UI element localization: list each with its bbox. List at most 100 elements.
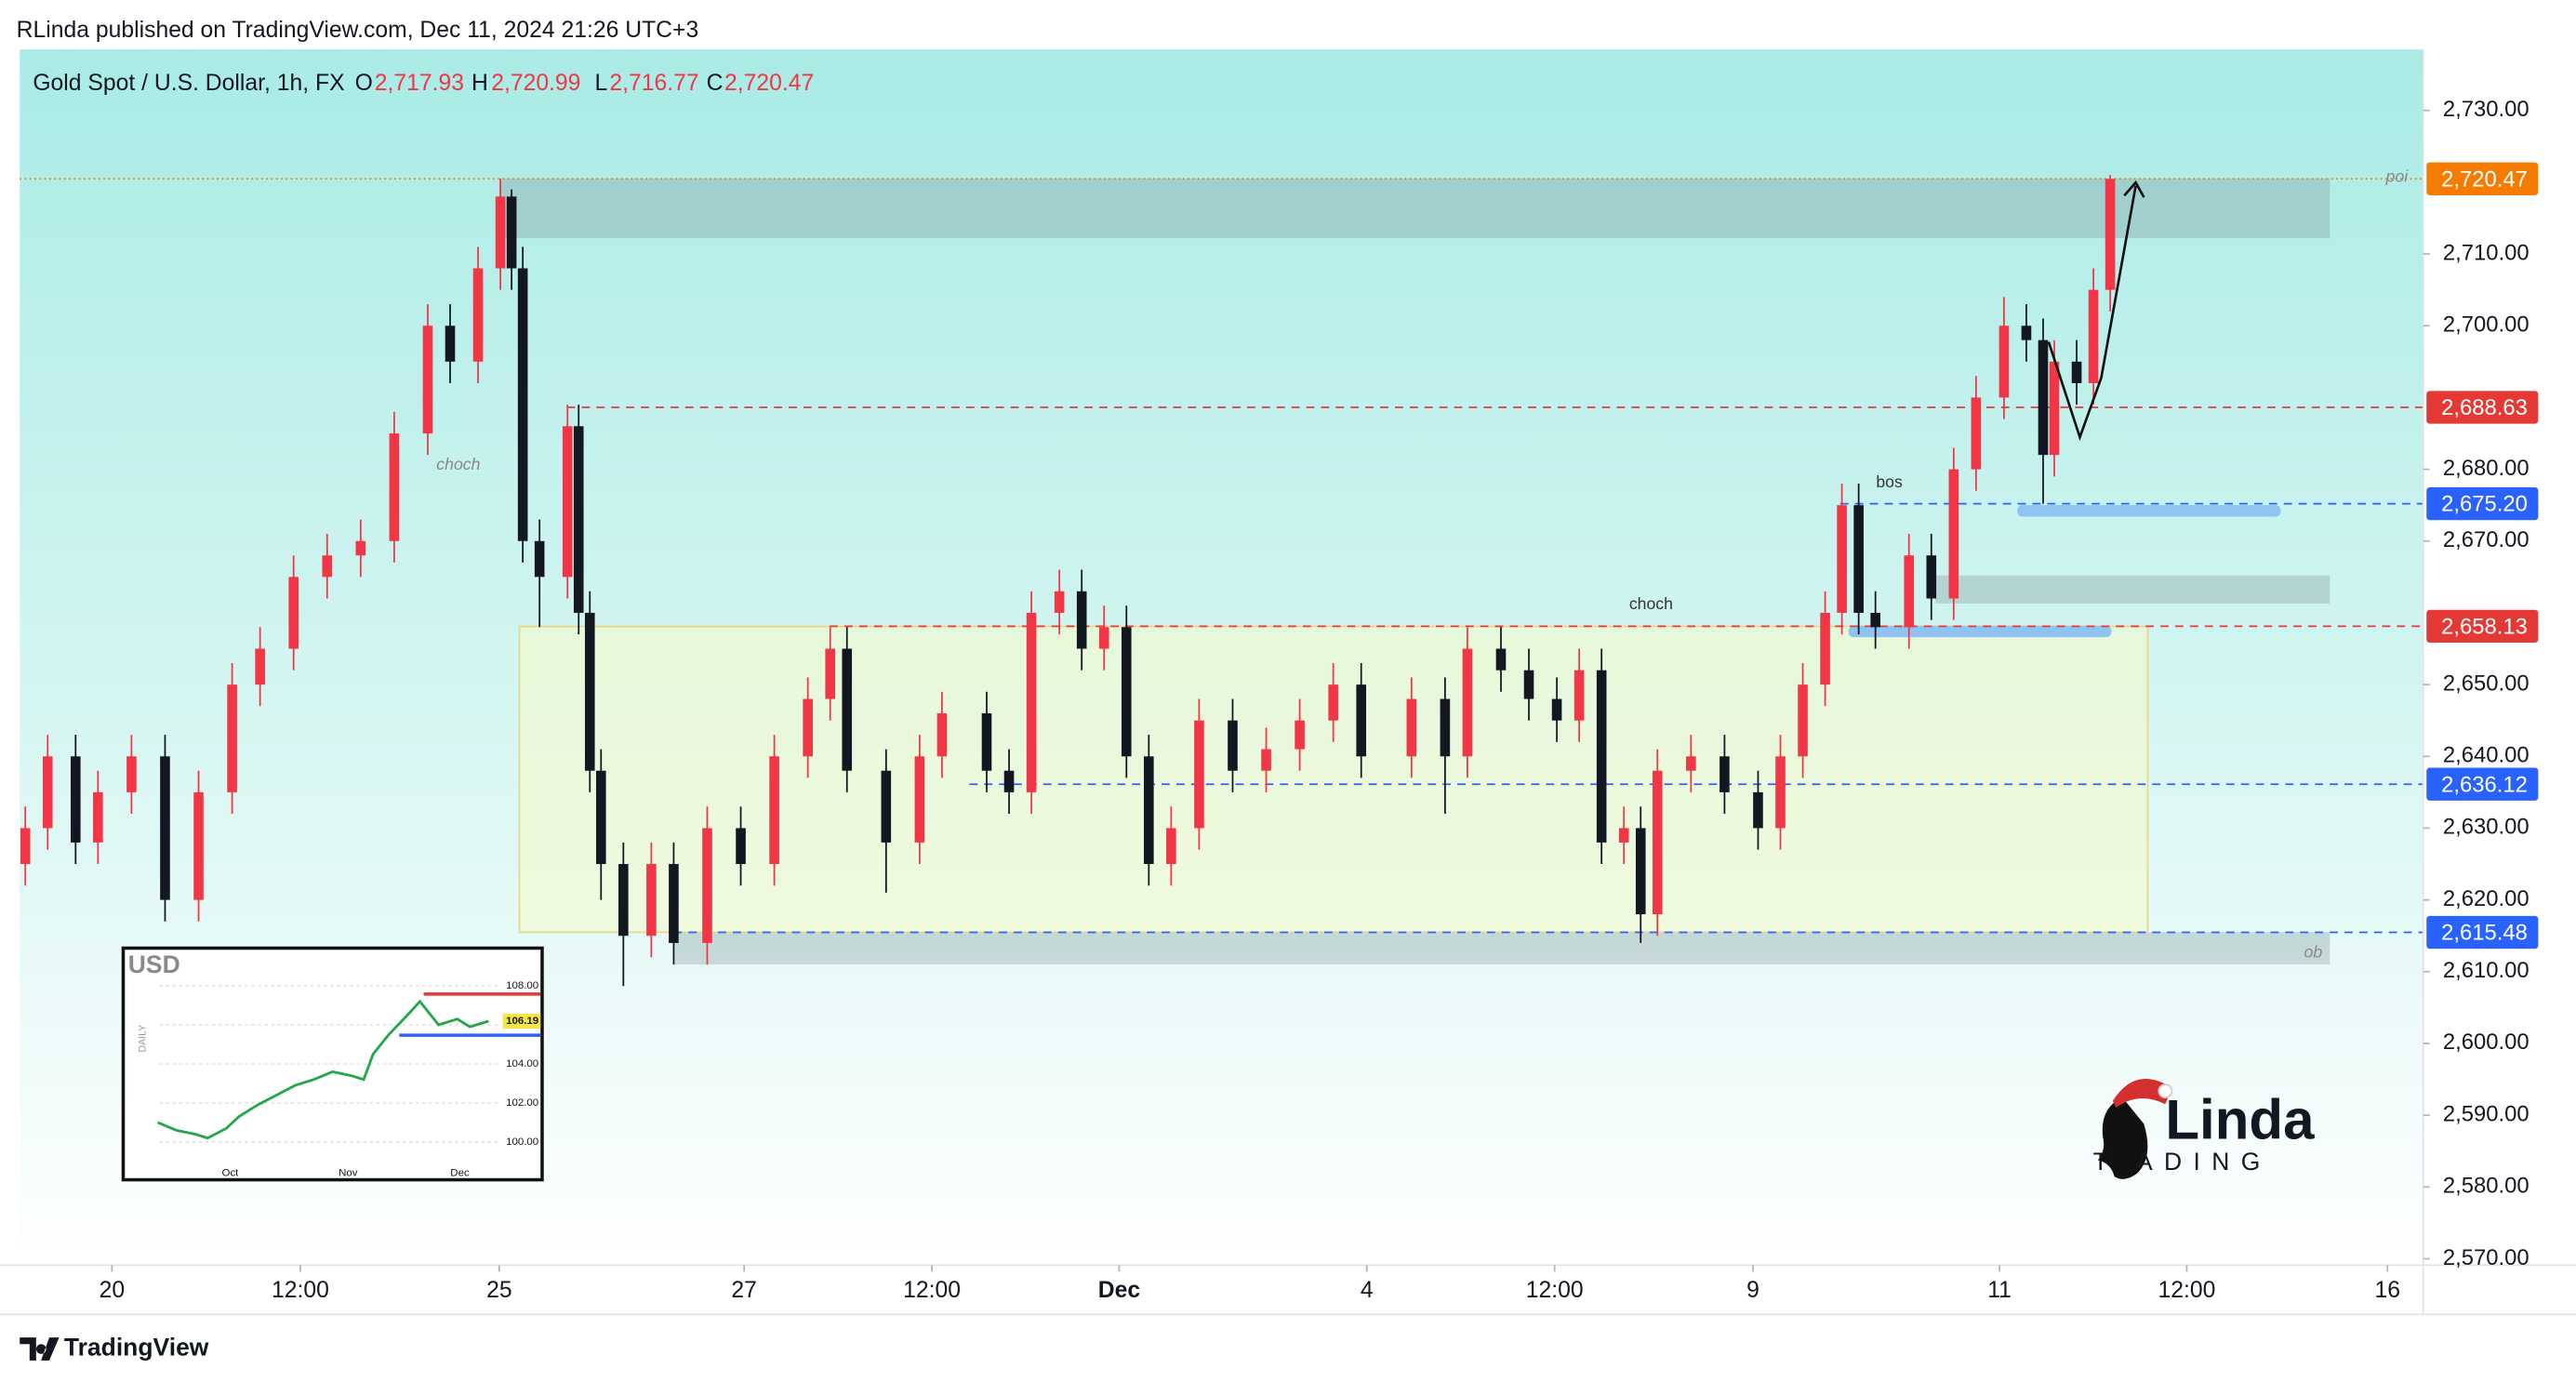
candle-body: [1228, 720, 1238, 771]
candle-body: [1820, 612, 1830, 685]
inset-last-label: 106.19: [506, 1016, 538, 1027]
candle-body: [1551, 698, 1562, 721]
logo-name: Linda: [2165, 1088, 2315, 1150]
candle-body: [1904, 555, 1915, 628]
candle-body: [1462, 648, 1473, 757]
price-label: 2,636.12: [2441, 772, 2528, 797]
ohlc-key: C: [707, 71, 724, 96]
x-tick-label: 9: [1746, 1278, 1759, 1303]
candle-body: [825, 648, 836, 699]
inset-last-box: [502, 1014, 541, 1029]
candle-body: [736, 828, 746, 865]
ohlc-key: L: [595, 71, 608, 96]
annotation: poi: [2385, 167, 2410, 186]
candle-body: [1753, 791, 1763, 829]
candle-body: [981, 712, 992, 771]
x-tick-label: 27: [731, 1278, 757, 1303]
x-tick-label: 25: [486, 1278, 511, 1303]
annotation: bos: [1876, 472, 1903, 491]
candle-body: [646, 864, 657, 937]
candle-body: [495, 196, 506, 269]
y-tick-label: 2,610.00: [2443, 958, 2530, 983]
logo-hat: [2112, 1079, 2172, 1108]
candle-body: [1926, 555, 1937, 599]
candle-body: [1406, 698, 1417, 757]
candle-body: [2071, 361, 2082, 383]
x-tick-label: 4: [1361, 1278, 1374, 1303]
candle-body: [595, 770, 606, 865]
zone: [673, 932, 2330, 965]
y-tick-label: 2,620.00: [2443, 886, 2530, 911]
candle-body: [1853, 505, 1864, 613]
candle-body: [506, 196, 517, 269]
candle-body: [389, 433, 400, 541]
y-tick-label: 2,590.00: [2443, 1101, 2530, 1126]
candle-body: [1295, 720, 1305, 750]
candle-body: [1948, 469, 1959, 599]
candle-body: [1003, 770, 1015, 792]
candle-body: [618, 864, 629, 937]
inset-y-tick-label: 108.00: [506, 980, 538, 991]
candle-body: [160, 756, 170, 900]
candle-body: [1998, 326, 2010, 398]
price-label-box: [2426, 767, 2539, 801]
plot-area: [20, 175, 2423, 987]
candle-body: [1971, 397, 1982, 470]
inset-y-tick-label: 104.00: [506, 1058, 538, 1070]
x-tick-label: 12:00: [1526, 1278, 1584, 1303]
footer-brand: TradingView: [64, 1334, 209, 1362]
candle-body: [562, 426, 573, 578]
ohlc-value: 2,720.47: [724, 71, 814, 96]
logo-tagline: T ADING: [2093, 1148, 2272, 1176]
candle-body: [2021, 326, 2032, 340]
inset-y-tick-label: 102.00: [506, 1097, 538, 1109]
tradingview-icon: [20, 1337, 60, 1361]
y-tick-label: 2,650.00: [2443, 671, 2530, 696]
candle-body: [1026, 612, 1037, 792]
inset-x-tick-label: Oct: [222, 1168, 240, 1179]
y-tick-label: 2,600.00: [2443, 1030, 2530, 1055]
candle-body: [355, 540, 366, 556]
inset-y-tick-label: 100.00: [506, 1136, 538, 1148]
candle-body: [445, 326, 456, 362]
candle-body: [20, 828, 31, 865]
candle-body: [227, 684, 237, 792]
y-tick-label: 2,670.00: [2443, 527, 2530, 552]
price-label: 2,615.48: [2441, 921, 2528, 946]
candle-body: [769, 756, 779, 865]
logo: Linda T ADING: [2093, 1079, 2315, 1179]
candle-body: [914, 756, 925, 843]
price-label: 2,688.63: [2441, 395, 2528, 420]
zone: [1848, 625, 2112, 638]
symbol-title: Gold Spot / U.S. Dollar, 1h, FX: [33, 71, 344, 96]
candle-body: [1356, 684, 1367, 757]
candle-body: [1328, 684, 1338, 721]
candle-body: [584, 612, 595, 771]
inset-x-tick-label: Dec: [450, 1168, 470, 1179]
x-tick-label: 12:00: [272, 1278, 329, 1303]
candle-body: [669, 864, 679, 943]
arrow-head: [2123, 179, 2145, 198]
x-tick-label: 16: [2374, 1278, 2400, 1303]
ohlc-legend: O 2,717.93 H 2,720.99 L 2,716.77 C 2,720.47: [355, 71, 815, 96]
y-tick-label: 2,730.00: [2443, 97, 2530, 122]
candle-body: [842, 648, 853, 771]
candle-body: [881, 770, 892, 843]
candle-body: [1775, 756, 1786, 829]
axes: 2,730.00 2,710.00 2,700.00 2,680.00 2,670.00…: [100, 97, 2539, 1303]
candle-body: [1194, 720, 1204, 829]
candle-body: [422, 326, 433, 434]
candle-body: [1837, 505, 1847, 613]
candle-body: [1166, 828, 1176, 865]
candle-body: [1652, 770, 1663, 915]
price-label-box: [2426, 486, 2539, 521]
candle-body: [1098, 627, 1109, 649]
candle-body: [1523, 670, 1534, 699]
price-label-box: [2426, 915, 2539, 950]
candle-body: [2049, 361, 2060, 456]
candle-body: [1054, 591, 1065, 613]
y-tick-label: 2,630.00: [2443, 815, 2530, 840]
candle-body: [1635, 828, 1646, 915]
x-tick-label: 20: [100, 1278, 126, 1303]
